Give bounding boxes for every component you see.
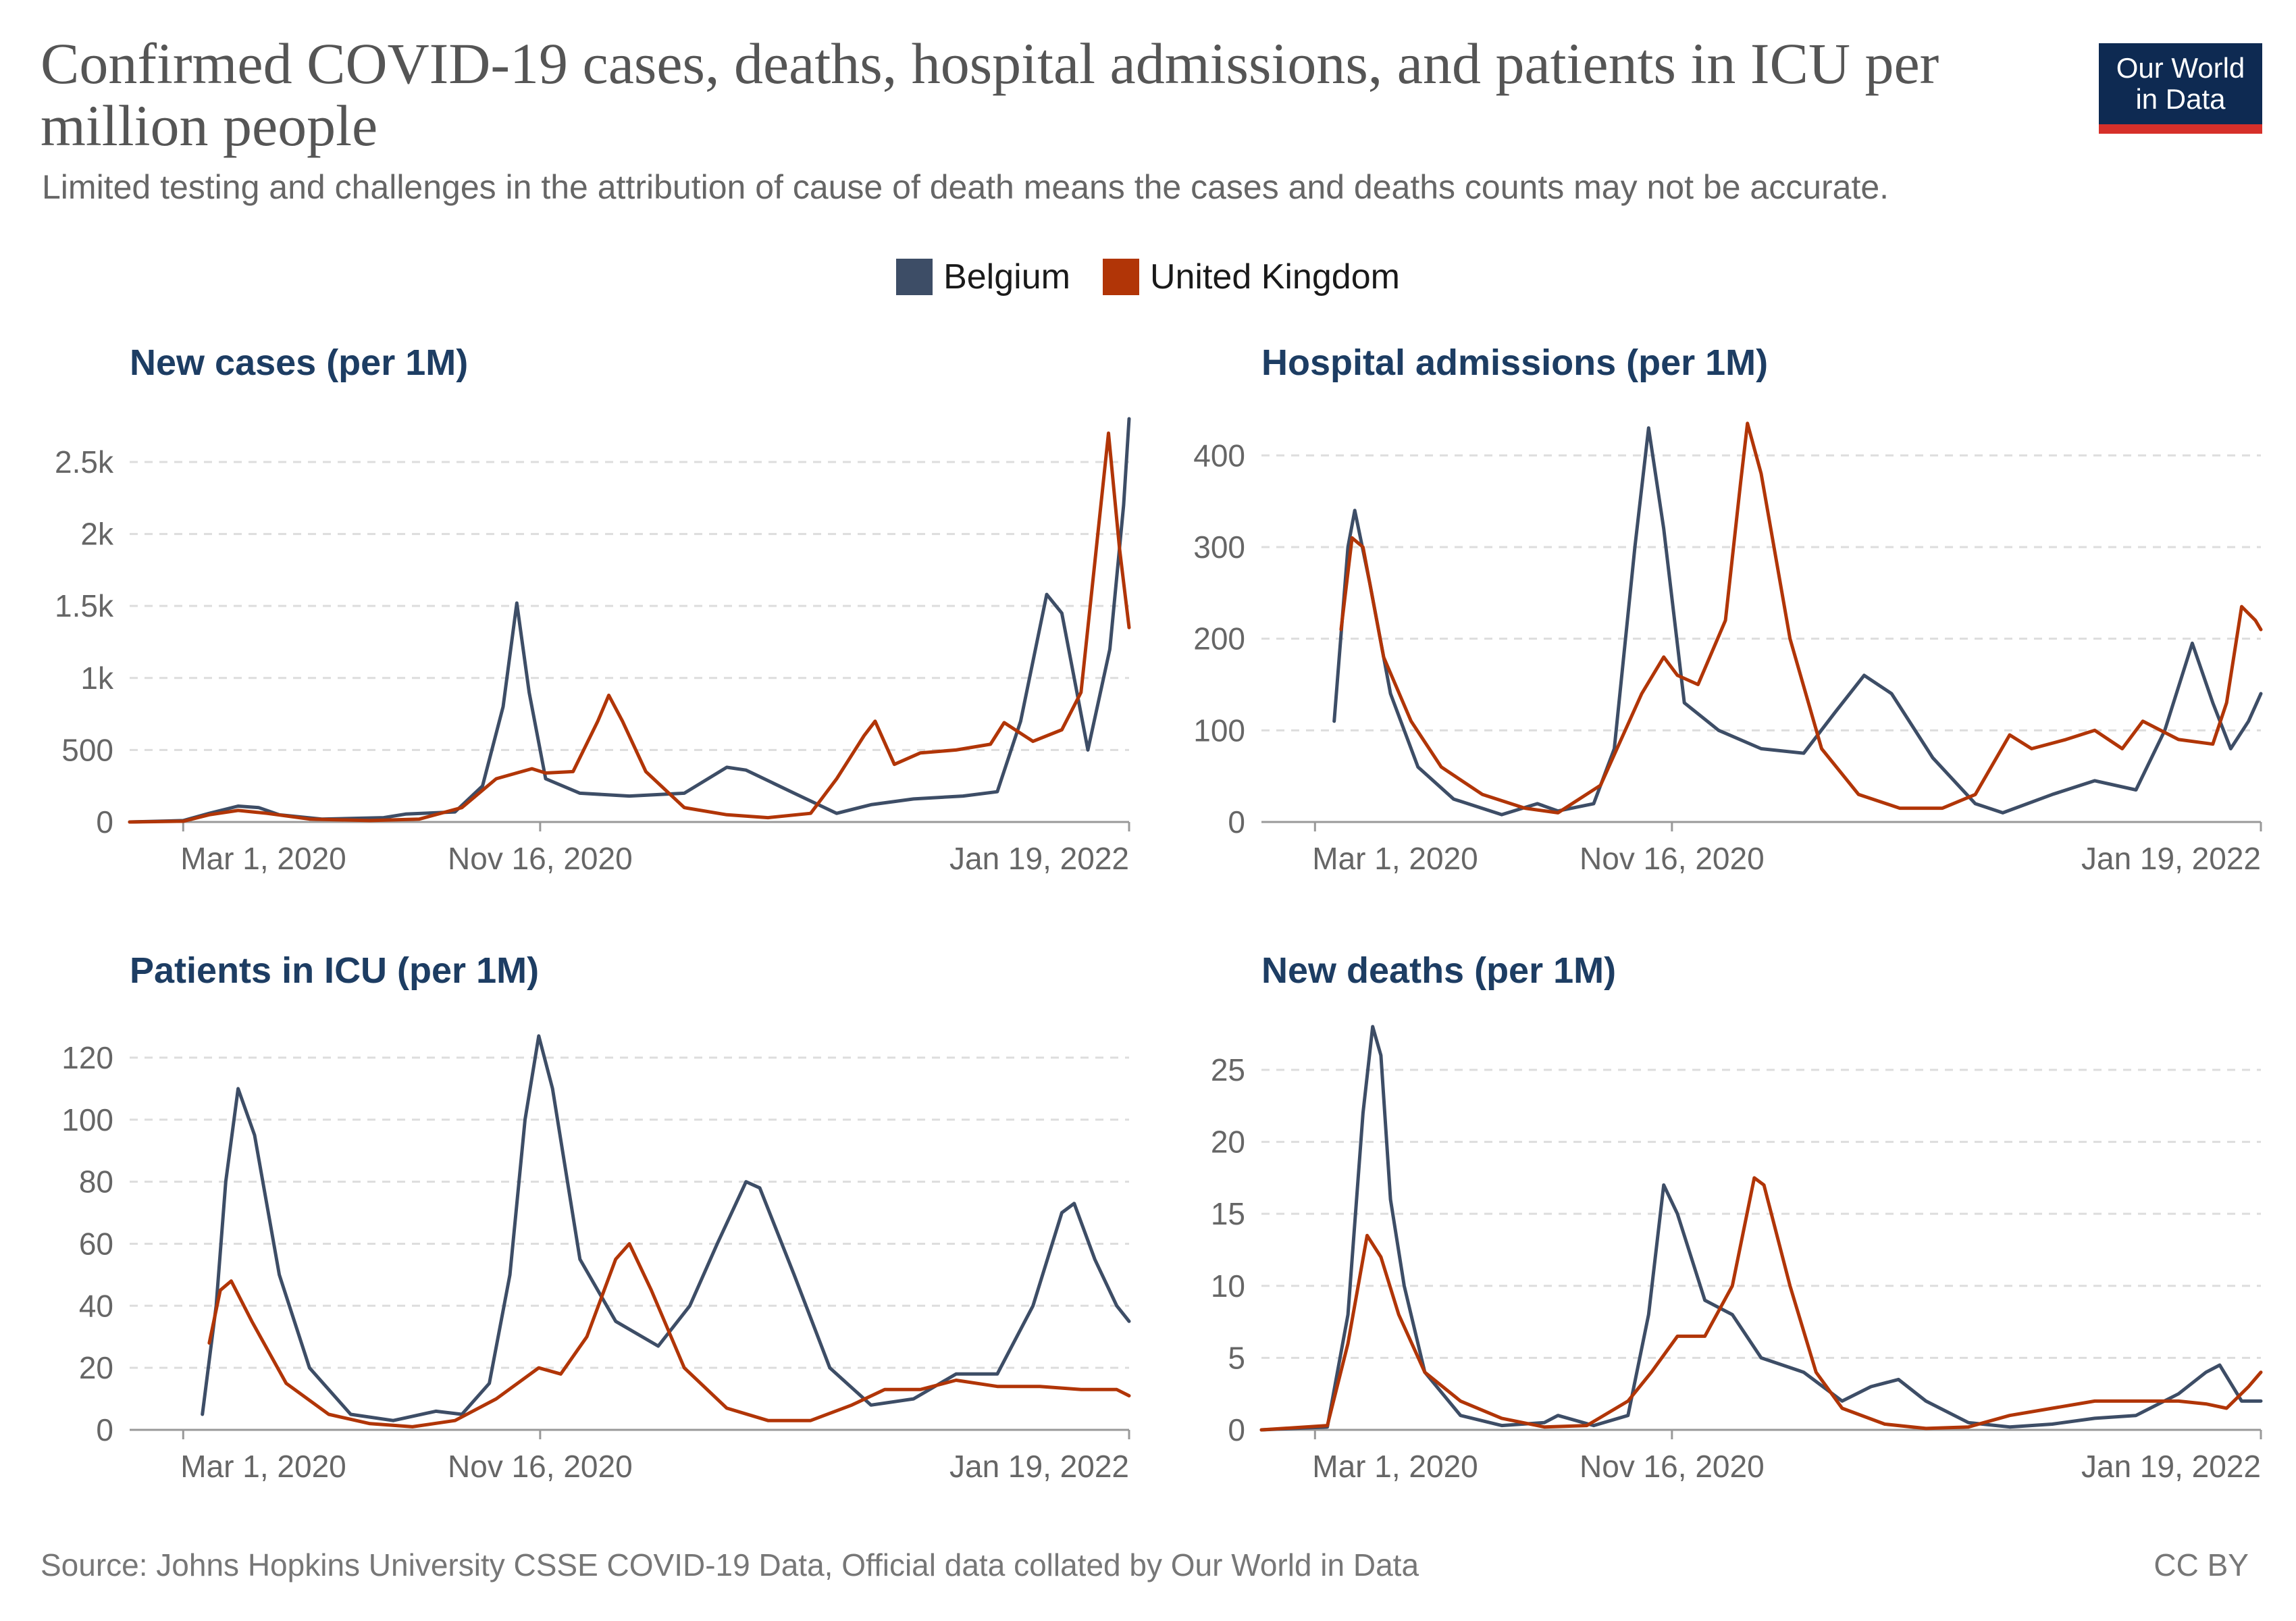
series-line-united-kingdom [1339, 421, 2263, 815]
chart-title: Confirmed COVID-19 cases, deaths, hospit… [41, 31, 1939, 158]
x-tick-label: Nov 16, 2020 [448, 841, 633, 876]
panel-title: New deaths (per 1M) [1261, 950, 1616, 991]
x-tick-label: Mar 1, 2020 [1312, 1449, 1478, 1484]
series-line-belgium [201, 1034, 1131, 1422]
y-tick-label: 500 [61, 732, 113, 767]
panel-title: New cases (per 1M) [130, 342, 468, 383]
y-tick-label: 0 [96, 1412, 113, 1447]
series-line-belgium [1259, 1025, 2263, 1432]
x-tick-label: Mar 1, 2020 [180, 841, 346, 876]
legend-swatch-united-kingdom [1102, 259, 1139, 295]
series-line-united-kingdom [1259, 1176, 2263, 1432]
y-tick-label: 60 [79, 1226, 113, 1261]
y-tick-label: 300 [1193, 530, 1245, 565]
x-tick-label: Nov 16, 2020 [1580, 841, 1765, 876]
y-tick-label: 2k [80, 517, 114, 552]
logo-line-2: in Data [2135, 83, 2226, 115]
x-tick-label: Mar 1, 2020 [1312, 841, 1478, 876]
legend-swatch-belgium [896, 259, 933, 295]
y-tick-label: 20 [79, 1350, 113, 1385]
y-tick-label: 1.5k [55, 588, 114, 623]
x-tick-label: Jan 19, 2022 [2081, 841, 2261, 876]
chart-panel-new-deaths-per-1m: New deaths (per 1M) 0 5 10 15 20 25 Mar 1, 2020… [1211, 950, 2263, 1484]
panel-title: Hospital admissions (per 1M) [1261, 342, 1768, 383]
x-tick-label: Nov 16, 2020 [1580, 1449, 1765, 1484]
y-tick-label: 100 [61, 1102, 113, 1137]
y-tick-label: 100 [1193, 713, 1245, 748]
y-tick-label: 0 [96, 804, 113, 840]
y-tick-label: 40 [79, 1288, 113, 1323]
legend-item-belgium[interactable]: Belgium [896, 257, 1070, 297]
y-tick-label: 200 [1193, 621, 1245, 657]
x-tick-label: Nov 16, 2020 [448, 1449, 633, 1484]
logo-line-1: Our World [2116, 52, 2245, 84]
legend-label-belgium: Belgium [943, 257, 1070, 297]
series-line-united-kingdom [128, 431, 1131, 824]
license-label[interactable]: CC BY [2154, 1547, 2249, 1583]
series-line-belgium [1332, 426, 2263, 817]
y-tick-label: 15 [1211, 1196, 1245, 1231]
chart-panel-patients-in-icu-per-1m: Patients in ICU (per 1M) 0 20 40 60 80 100 120 M… [61, 950, 1131, 1484]
legend: Belgium United Kingdom [0, 257, 2296, 297]
y-tick-label: 25 [1211, 1052, 1245, 1087]
y-tick-label: 1k [80, 661, 114, 696]
chart-panel-new-cases-per-1m: New cases (per 1M) 0 500 1k 1.5k 2k 2.5k Mar 1,… [55, 342, 1131, 876]
y-tick-label: 10 [1211, 1268, 1245, 1304]
owid-logo[interactable]: Our World in Data [2099, 43, 2262, 134]
y-tick-label: 20 [1211, 1125, 1245, 1160]
x-tick-label: Mar 1, 2020 [180, 1449, 346, 1484]
series-line-united-kingdom [207, 1242, 1131, 1429]
x-tick-label: Jan 19, 2022 [949, 841, 1129, 876]
x-tick-label: Jan 19, 2022 [2081, 1449, 2261, 1484]
legend-item-united-kingdom[interactable]: United Kingdom [1102, 257, 1400, 297]
legend-label-united-kingdom: United Kingdom [1149, 257, 1400, 297]
source-note: Source: Johns Hopkins University CSSE CO… [41, 1547, 1419, 1583]
series-line-belgium [128, 417, 1131, 824]
y-tick-label: 400 [1193, 438, 1245, 473]
y-tick-label: 2.5k [55, 444, 114, 480]
chart-subtitle: Limited testing and challenges in the at… [42, 168, 1889, 206]
y-tick-label: 0 [1228, 804, 1245, 840]
y-tick-label: 80 [79, 1164, 113, 1200]
panel-title: Patients in ICU (per 1M) [130, 950, 539, 991]
y-tick-label: 0 [1228, 1412, 1245, 1447]
y-tick-label: 120 [61, 1040, 113, 1075]
chart-panel-hospital-admissions-per-1m: Hospital admissions (per 1M) 0 100 200 300 40… [1193, 342, 2263, 876]
y-tick-label: 5 [1228, 1340, 1245, 1375]
x-tick-label: Jan 19, 2022 [949, 1449, 1129, 1484]
